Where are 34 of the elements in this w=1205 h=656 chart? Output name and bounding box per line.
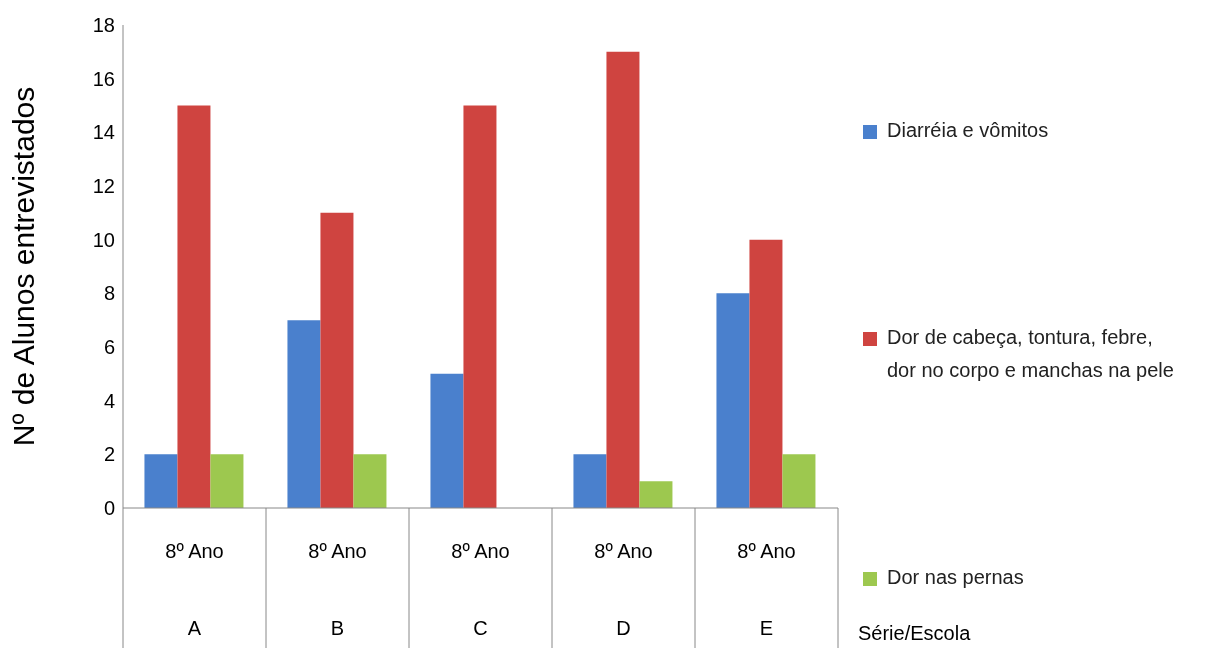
bar (353, 454, 387, 508)
y-tick-label: 14 (92, 121, 115, 144)
y-tick-label: 0 (103, 497, 115, 520)
y-tick-label: 18 (92, 14, 115, 37)
category-label: 8º Ano A (165, 540, 224, 639)
bar (573, 454, 607, 508)
legend-label: Diarréia e vômitos (887, 118, 1050, 143)
bar (639, 481, 673, 508)
legend-label: Dor de cabeça, tontura, febre, dor no corpo e manchas na pele (887, 325, 1175, 383)
y-tick-label: 2 (103, 443, 115, 466)
bar (144, 454, 178, 508)
legend-label: Dor nas pernas (887, 565, 1025, 590)
y-tick-label: 10 (92, 228, 115, 251)
bar (430, 373, 464, 508)
bar (177, 105, 211, 508)
y-tick-label: 16 (92, 67, 115, 90)
bar (749, 239, 783, 508)
bar (320, 212, 354, 508)
bar (606, 51, 640, 508)
y-tick-label: 8 (103, 282, 115, 305)
bar (716, 293, 750, 508)
y-tick-label: 4 (103, 389, 115, 412)
bar (287, 320, 321, 508)
bar (782, 454, 816, 508)
bar (210, 454, 244, 508)
y-tick-label: 6 (103, 336, 115, 359)
y-tick-label: 12 (92, 175, 115, 198)
bar (463, 105, 497, 508)
y-axis-title: Nº de Alunos entrevistados (6, 86, 40, 447)
category-label: 8º Ano E (737, 540, 796, 639)
category-label: 8º Ano C (451, 540, 510, 639)
text: Série/Escola (858, 622, 972, 644)
category-label: 8º Ano D (594, 540, 653, 639)
category-label: 8º Ano B (308, 540, 367, 639)
